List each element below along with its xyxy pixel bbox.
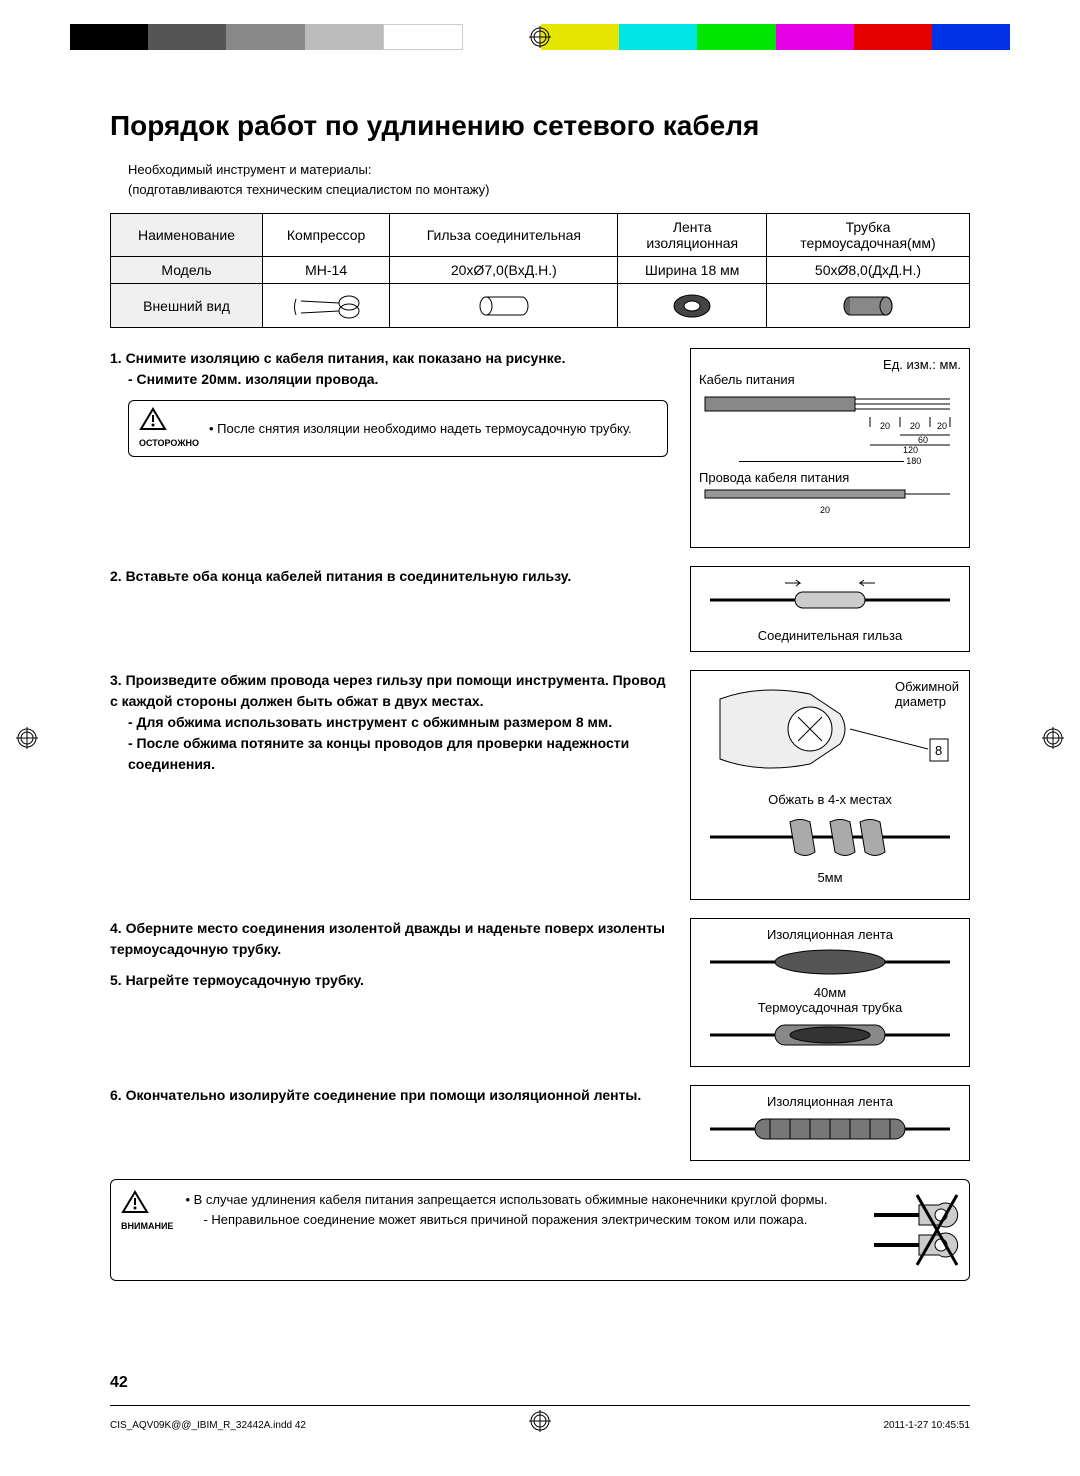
- sleeve-icon: [390, 284, 618, 328]
- table-header: Наименование: [111, 214, 263, 257]
- warning-triangle-icon: [121, 1190, 149, 1214]
- table-cell: Компрессор: [263, 214, 390, 257]
- table-header: Внешний вид: [111, 284, 263, 328]
- step-1-sub: - Снимите 20мм. изоляции провода.: [128, 369, 668, 390]
- svg-text:20: 20: [910, 421, 920, 431]
- figure-4: Изоляционная лента 40мм Термоусадочная т…: [690, 918, 970, 1067]
- figure-2: Соединительная гильза: [690, 566, 970, 652]
- svg-text:20: 20: [937, 421, 947, 431]
- table-cell: Гильза соединительная: [390, 214, 618, 257]
- table-cell: Ширина 18 мм: [618, 257, 766, 284]
- step-6-title: 6. Окончательно изолируйте соединение пр…: [110, 1085, 668, 1106]
- caution-label: ОСТОРОЖНО: [139, 437, 199, 451]
- intro-line-2: (подготавливаются техническим специалист…: [128, 180, 970, 200]
- registration-mark-icon: [1042, 727, 1064, 749]
- warning-triangle-icon: [139, 407, 167, 431]
- step-5-title: 5. Нагрейте термоусадочную трубку.: [110, 970, 668, 991]
- fig2-label: Соединительная гильза: [699, 628, 961, 643]
- svg-text:20: 20: [820, 505, 830, 515]
- figure-6: Изоляционная лента: [690, 1085, 970, 1161]
- step-2-title: 2. Вставьте оба конца кабелей питания в …: [110, 566, 668, 587]
- svg-text:20: 20: [880, 421, 890, 431]
- shrink-tube-icon: [766, 284, 969, 328]
- step-3-sub2: - После обжима потяните за концы проводо…: [128, 733, 668, 775]
- footer-filename: CIS_AQV09K@@_IBIM_R_32442A.indd 42: [110, 1420, 306, 1431]
- warning-text-1: • В случае удлинения кабеля питания запр…: [185, 1190, 857, 1210]
- ring-terminal-crossed-icon: [869, 1190, 959, 1270]
- table-cell: Лентаизоляционная: [618, 214, 766, 257]
- svg-text:8: 8: [935, 743, 942, 758]
- svg-text:120: 120: [903, 445, 918, 455]
- registration-mark-icon: [529, 1410, 551, 1432]
- step-1-title: 1. Снимите изоляцию с кабеля питания, ка…: [110, 348, 668, 369]
- fig1-label-1: Кабель питания: [699, 372, 961, 387]
- crimper-icon: [263, 284, 390, 328]
- registration-mark-icon: [529, 26, 551, 48]
- figure-1: Ед. изм.: мм. Кабель питания 20 20 20 60…: [690, 348, 970, 548]
- step-4-title: 4. Оберните место соединения изолентой д…: [110, 918, 668, 960]
- warning-text-2: - Неправильное соединение может явиться …: [203, 1210, 857, 1230]
- fig6-label: Изоляционная лента: [699, 1094, 961, 1109]
- table-cell: 50xØ8,0(ДxД.Н.): [766, 257, 969, 284]
- table-cell: MH-14: [263, 257, 390, 284]
- fig3-5mm: 5мм: [699, 870, 961, 885]
- caution-text: • После снятия изоляции необходимо надет…: [209, 419, 632, 439]
- fig4-label-1: Изоляционная лента: [699, 927, 961, 942]
- tape-icon: [618, 284, 766, 328]
- figure-3: Обжимнойдиаметр 8 Обжать в 4-х местах 5м…: [690, 670, 970, 900]
- table-header: Модель: [111, 257, 263, 284]
- caution-box: ОСТОРОЖНО • После снятия изоляции необхо…: [128, 400, 668, 457]
- step-3-sub1: - Для обжима использовать инструмент с о…: [128, 712, 668, 733]
- fig4-40mm: 40мм: [699, 985, 961, 1000]
- registration-mark-icon: [16, 727, 38, 749]
- table-cell: 20xØ7,0(ВxД.Н.): [390, 257, 618, 284]
- fig3-label-2: Обжать в 4-х местах: [699, 792, 961, 807]
- step-3-title: 3. Произведите обжим провода через гильз…: [110, 670, 668, 712]
- svg-text:60: 60: [918, 435, 928, 445]
- warning-box: ВНИМАНИЕ • В случае удлинения кабеля пит…: [110, 1179, 970, 1281]
- warning-label: ВНИМАНИЕ: [121, 1220, 173, 1234]
- page-title: Порядок работ по удлинению сетевого кабе…: [110, 110, 970, 142]
- tools-table: Наименование Компрессор Гильза соедините…: [110, 213, 970, 328]
- fig1-label-2: Провода кабеля питания: [699, 470, 961, 485]
- fig1-unit: Ед. изм.: мм.: [699, 357, 961, 372]
- intro-line-1: Необходимый инструмент и материалы:: [128, 160, 970, 180]
- footer-timestamp: 2011-1-27 10:45:51: [883, 1420, 970, 1431]
- table-cell: Трубкатермоусадочная(мм): [766, 214, 969, 257]
- footer-divider: [110, 1405, 970, 1406]
- fig4-label-2: Термоусадочная трубка: [699, 1000, 961, 1015]
- page-number: 42: [110, 1374, 128, 1392]
